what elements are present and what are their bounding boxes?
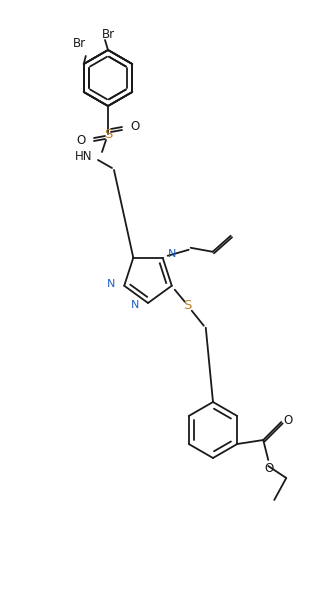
Text: O: O: [284, 415, 293, 428]
Text: S: S: [104, 127, 112, 141]
Text: O: O: [130, 120, 140, 133]
Text: S: S: [184, 299, 192, 313]
Text: Br: Br: [73, 37, 86, 50]
Text: O: O: [76, 135, 86, 148]
Text: HN: HN: [74, 149, 92, 162]
Text: O: O: [265, 461, 274, 474]
Text: N: N: [130, 300, 139, 310]
Text: N: N: [168, 249, 176, 259]
Text: Br: Br: [102, 27, 115, 40]
Text: N: N: [107, 279, 115, 289]
